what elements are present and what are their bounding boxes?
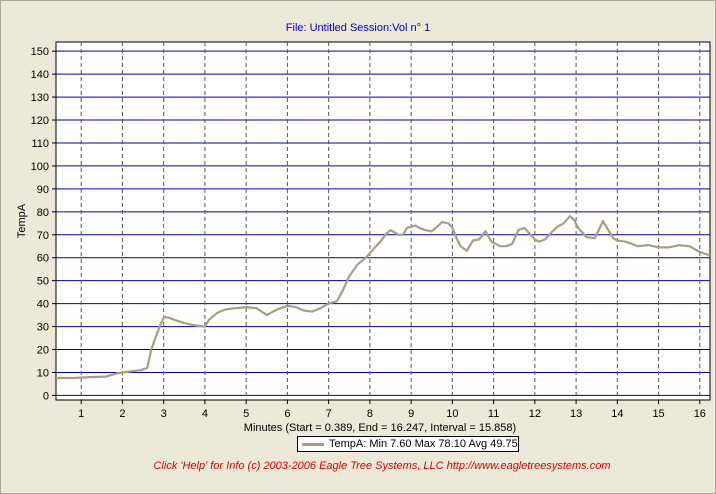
x-axis-ticks: 1 2 3 4 5 6 7 8 9 10 11 12 13 14 15 16 bbox=[78, 400, 706, 420]
x-tick-label: 6 bbox=[284, 408, 290, 420]
y-tick-label: 20 bbox=[37, 345, 49, 357]
x-tick-label: 3 bbox=[161, 408, 167, 420]
series-layer bbox=[56, 215, 711, 380]
y-tick-label: 90 bbox=[37, 184, 49, 196]
x-tick-label: 13 bbox=[570, 408, 582, 420]
legend[interactable]: TempA: Min 7.60 Max 78.10 Avg 49.75 bbox=[297, 436, 519, 452]
legend-swatch-tempa bbox=[302, 443, 324, 446]
x-tick-label: 7 bbox=[326, 408, 332, 420]
y-tick-label: 40 bbox=[37, 299, 49, 311]
x-tick-label: 5 bbox=[243, 408, 249, 420]
legend-entry-tempa: TempA: Min 7.60 Max 78.10 Avg 49.75 bbox=[329, 438, 518, 450]
x-tick-label: 11 bbox=[488, 408, 499, 420]
y-tick-label: 0 bbox=[43, 390, 49, 402]
y-tick-label: 30 bbox=[37, 322, 49, 334]
x-tick-label: 15 bbox=[652, 408, 664, 420]
x-tick-label: 12 bbox=[529, 408, 541, 420]
y-tick-label: 120 bbox=[31, 115, 49, 127]
y-tick-label: 80 bbox=[37, 207, 49, 219]
plot-background bbox=[55, 41, 711, 401]
x-tick-label: 1 bbox=[78, 408, 84, 420]
y-tick-label: 50 bbox=[37, 276, 49, 288]
y-tick-label: 150 bbox=[31, 46, 49, 58]
y-tick-label: 110 bbox=[31, 138, 49, 150]
y-tick-label: 60 bbox=[37, 253, 49, 265]
y-tick-label: 140 bbox=[31, 69, 49, 81]
x-tick-label: 9 bbox=[408, 408, 414, 420]
x-tick-label: 8 bbox=[367, 408, 373, 420]
series-line-tempa bbox=[56, 215, 711, 380]
y-axis-label: TempA bbox=[16, 203, 28, 238]
x-tick-label: 10 bbox=[446, 408, 458, 420]
x-tick-label: 2 bbox=[119, 408, 125, 420]
x-tick-label: 16 bbox=[694, 408, 706, 420]
y-tick-label: 70 bbox=[37, 230, 49, 242]
y-axis-ticks: 0 10 20 30 40 50 60 70 80 90 100 110 120 130 140 150 bbox=[31, 46, 56, 402]
y-tick-label: 100 bbox=[31, 161, 49, 173]
y-tick-label: 130 bbox=[31, 92, 49, 104]
y-tick-label: 10 bbox=[37, 367, 49, 379]
footer-copyright[interactable]: Click 'Help' for Info (c) 2003-2006 Eagl… bbox=[153, 460, 611, 472]
chart-title: File: Untitled Session:Vol n° 1 bbox=[285, 22, 431, 34]
x-axis-label: Minutes (Start = 0.389, End = 16.247, In… bbox=[243, 422, 517, 434]
grid-lines bbox=[56, 42, 710, 400]
x-tick-label: 4 bbox=[202, 408, 208, 420]
x-tick-label: 14 bbox=[611, 408, 623, 420]
